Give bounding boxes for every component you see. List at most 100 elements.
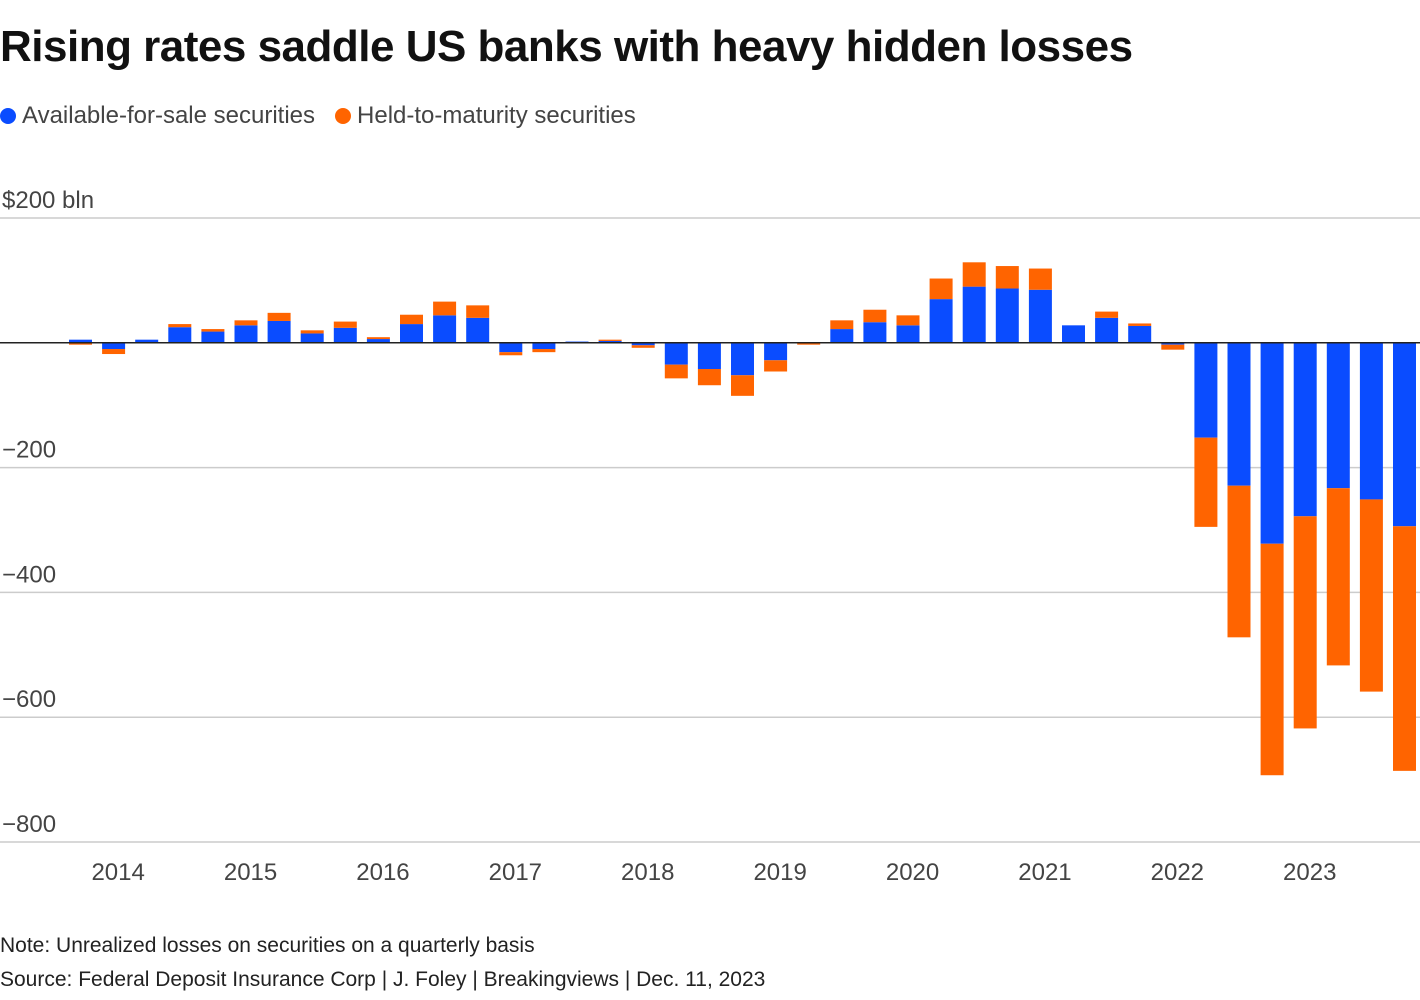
bar-htm bbox=[333, 321, 357, 328]
bar-afs bbox=[1028, 289, 1052, 343]
legend-swatch-htm bbox=[335, 108, 352, 124]
bar-htm bbox=[1227, 485, 1251, 638]
bar-afs bbox=[1326, 342, 1350, 489]
bar-htm bbox=[201, 329, 225, 332]
bar-afs bbox=[69, 339, 92, 343]
bar-afs bbox=[664, 342, 688, 365]
bar-htm bbox=[69, 342, 92, 345]
bar-afs bbox=[631, 342, 655, 346]
bar-afs bbox=[1359, 342, 1383, 500]
chart-source: Source: Federal Deposit Insurance Corp |… bbox=[0, 968, 766, 991]
chart-title: Rising rates saddle US banks with heavy … bbox=[0, 22, 1133, 71]
bar-afs bbox=[499, 342, 523, 353]
bar-afs bbox=[929, 299, 953, 343]
bar-afs bbox=[1194, 342, 1218, 438]
bar-htm bbox=[962, 262, 986, 287]
bar-htm bbox=[499, 352, 523, 356]
bar-htm bbox=[102, 349, 126, 355]
bar-afs bbox=[1260, 342, 1284, 544]
bar-htm bbox=[830, 320, 854, 330]
bar-htm bbox=[1326, 488, 1350, 666]
x-tick-label: 2016 bbox=[356, 859, 409, 886]
bar-afs bbox=[1062, 325, 1085, 343]
x-tick-label: 2021 bbox=[1018, 859, 1071, 886]
x-tick-label: 2017 bbox=[489, 859, 542, 886]
stacked-bar-chart: $200 bln −200 −400 −600 −800 2014 2015 2016 2017… bbox=[0, 187, 1420, 886]
bar-htm bbox=[1260, 543, 1284, 776]
bar-htm bbox=[366, 337, 390, 340]
bar-afs bbox=[400, 324, 423, 343]
bar-afs bbox=[1293, 342, 1317, 517]
bar-htm bbox=[1161, 344, 1185, 350]
bar-htm bbox=[995, 266, 1019, 289]
bar-afs bbox=[267, 320, 291, 343]
y-tick-label: −200 bbox=[2, 437, 56, 464]
legend-item-afs: Available-for-sale securities bbox=[0, 102, 315, 130]
bar-afs bbox=[234, 325, 258, 343]
bar-htm bbox=[1194, 437, 1218, 527]
x-tick-label: 2023 bbox=[1283, 859, 1336, 886]
legend: Available-for-sale securities Held-to-ma… bbox=[0, 102, 656, 130]
bar-htm bbox=[1293, 516, 1317, 729]
y-tick-label: $200 bln bbox=[2, 187, 94, 214]
bar-afs bbox=[433, 315, 457, 343]
bar-htm bbox=[863, 309, 887, 323]
bar-htm bbox=[697, 369, 721, 386]
bar-afs bbox=[300, 333, 324, 343]
bar-htm bbox=[896, 315, 920, 326]
bar-afs bbox=[1161, 342, 1185, 345]
bar-htm bbox=[267, 312, 291, 321]
bar-htm bbox=[234, 320, 258, 326]
bar-htm bbox=[929, 278, 953, 300]
bar-htm bbox=[1128, 323, 1152, 326]
y-tick-label: −600 bbox=[2, 686, 56, 713]
bar-afs bbox=[168, 327, 192, 343]
bar-htm bbox=[433, 301, 457, 316]
x-tick-label: 2020 bbox=[886, 859, 939, 886]
bar-afs bbox=[1128, 325, 1152, 343]
legend-item-htm: Held-to-maturity securities bbox=[335, 102, 636, 130]
bar-htm bbox=[731, 375, 754, 396]
bar-afs bbox=[863, 322, 887, 343]
bar-afs bbox=[102, 342, 126, 350]
bar-afs bbox=[896, 325, 920, 343]
bar-afs bbox=[697, 342, 721, 370]
x-tick-label: 2019 bbox=[753, 859, 806, 886]
bar-afs bbox=[366, 339, 390, 343]
bar-afs bbox=[962, 286, 986, 343]
bar-afs bbox=[201, 331, 225, 343]
x-tick-label: 2022 bbox=[1151, 859, 1204, 886]
bar-htm bbox=[797, 342, 821, 345]
bar-afs bbox=[830, 329, 854, 343]
bar-afs bbox=[598, 340, 622, 343]
x-tick-label: 2015 bbox=[224, 859, 277, 886]
bar-htm bbox=[532, 349, 556, 353]
bar-afs bbox=[333, 327, 357, 343]
x-tick-label: 2018 bbox=[621, 859, 674, 886]
bar-htm bbox=[300, 330, 324, 334]
bar-afs bbox=[135, 339, 159, 343]
bar-afs bbox=[1095, 317, 1119, 343]
bar-afs bbox=[532, 342, 556, 350]
x-tick-label: 2014 bbox=[91, 859, 144, 886]
y-tick-label: −800 bbox=[2, 811, 56, 838]
chart-note: Note: Unrealized losses on securities on… bbox=[0, 934, 535, 957]
bar-htm bbox=[1359, 499, 1383, 692]
bar-htm bbox=[1028, 268, 1052, 290]
legend-label-afs: Available-for-sale securities bbox=[22, 102, 316, 129]
bar-htm bbox=[631, 345, 655, 348]
bar-htm bbox=[400, 314, 423, 325]
bar-htm bbox=[598, 339, 622, 341]
bar-afs bbox=[1227, 342, 1251, 486]
bar-afs bbox=[466, 317, 490, 343]
y-tick-label: −400 bbox=[2, 561, 56, 588]
bar-htm bbox=[664, 364, 688, 379]
bar-afs bbox=[731, 342, 754, 376]
bar-htm bbox=[168, 324, 192, 328]
bar-afs bbox=[995, 288, 1019, 343]
bar-htm bbox=[1393, 526, 1416, 771]
bar-htm bbox=[1095, 311, 1119, 318]
legend-label-htm: Held-to-maturity securities bbox=[357, 102, 636, 129]
bar-afs bbox=[1393, 342, 1416, 527]
bar-htm bbox=[466, 305, 490, 318]
